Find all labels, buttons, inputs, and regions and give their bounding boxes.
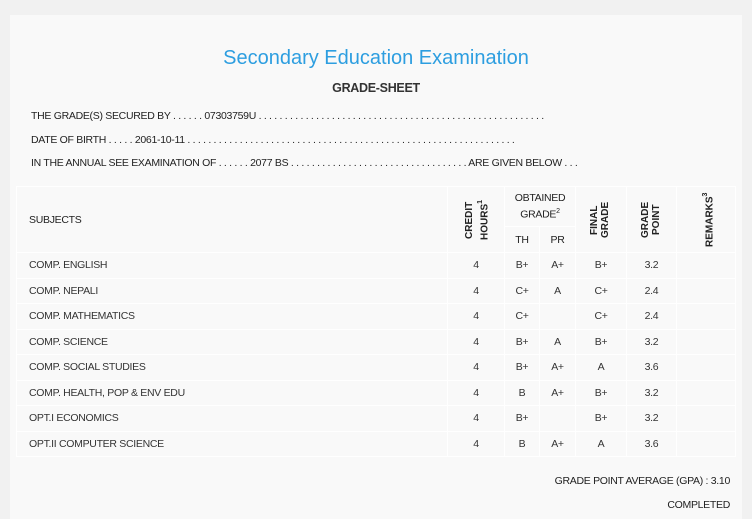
- table-row: OPT.II COMPUTER SCIENCE 4 B A+ A 3.6: [16, 430, 736, 457]
- cell-final: A: [575, 430, 627, 457]
- header-subjects: SUBJECTS: [16, 186, 448, 253]
- header-remarks: REMARKS3: [676, 186, 736, 253]
- result-status: COMPLETED: [667, 499, 730, 511]
- table-row: OPT.I ECONOMICS 4 B+ B+ 3.2: [16, 405, 736, 432]
- cell-pr: A+: [539, 379, 576, 406]
- cell-credit: 4: [447, 379, 505, 406]
- cell-pr: A+: [539, 430, 576, 457]
- cell-remarks: [676, 277, 736, 304]
- cell-credit: 4: [447, 277, 505, 304]
- cell-th: B: [504, 430, 540, 457]
- cell-pr: A: [539, 277, 576, 304]
- cell-final: B+: [575, 379, 627, 406]
- cell-final: A: [575, 354, 627, 381]
- table-row: COMP. SOCIAL STUDIES 4 B+ A+ A 3.6: [16, 354, 736, 381]
- cell-remarks: [676, 379, 736, 406]
- cell-credit: 4: [447, 303, 505, 330]
- header-credit-hours: CREDIT HOURS1: [447, 186, 505, 253]
- cell-point: 3.2: [626, 379, 677, 406]
- cell-final: B+: [575, 328, 627, 355]
- cell-point: 3.2: [626, 405, 677, 432]
- table-row: COMP. NEPALI 4 C+ A C+ 2.4: [16, 277, 736, 304]
- grade-table: SUBJECTS CREDIT HOURS1 OBTAINED GRADE2 F…: [16, 186, 736, 457]
- cell-final: C+: [575, 303, 627, 330]
- cell-remarks: [676, 405, 736, 432]
- table-row: COMP. HEALTH, POP & ENV EDU 4 B A+ B+ 3.2: [16, 379, 736, 406]
- cell-final: B+: [575, 405, 627, 432]
- date-of-birth-line: DATE OF BIRTH . . . . . 2061-10-11 . . .…: [31, 134, 515, 146]
- cell-point: 3.2: [626, 328, 677, 355]
- table-row: COMP. MATHEMATICS 4 C+ C+ 2.4: [16, 303, 736, 330]
- cell-subject: COMP. NEPALI: [16, 277, 448, 304]
- cell-subject: OPT.II COMPUTER SCIENCE: [16, 430, 448, 457]
- cell-credit: 4: [447, 328, 505, 355]
- cell-th: B+: [504, 354, 540, 381]
- cell-remarks: [676, 252, 736, 279]
- cell-th: C+: [504, 277, 540, 304]
- page-title: Secondary Education Examination: [223, 47, 529, 69]
- cell-subject: COMP. MATHEMATICS: [16, 303, 448, 330]
- cell-pr: A: [539, 328, 576, 355]
- cell-subject: COMP. ENGLISH: [16, 252, 448, 279]
- cell-subject: OPT.I ECONOMICS: [16, 405, 448, 432]
- cell-remarks: [676, 430, 736, 457]
- secured-by-line: THE GRADE(S) SECURED BY . . . . . . 0730…: [31, 110, 544, 122]
- cell-credit: 4: [447, 430, 505, 457]
- cell-th: C+: [504, 303, 540, 330]
- cell-th: B+: [504, 405, 540, 432]
- header-final-grade: FINAL GRADE: [575, 186, 627, 253]
- cell-pr: [539, 405, 576, 432]
- cell-point: 3.2: [626, 252, 677, 279]
- cell-remarks: [676, 354, 736, 381]
- header-pr: PR: [539, 226, 576, 253]
- cell-remarks: [676, 303, 736, 330]
- cell-subject: COMP. SCIENCE: [16, 328, 448, 355]
- cell-th: B: [504, 379, 540, 406]
- header-grade-point: GRADE POINT: [626, 186, 677, 253]
- cell-final: C+: [575, 277, 627, 304]
- cell-th: B+: [504, 252, 540, 279]
- cell-point: 2.4: [626, 277, 677, 304]
- cell-credit: 4: [447, 354, 505, 381]
- header-obtained-grade: OBTAINED GRADE2: [504, 186, 576, 227]
- header-th: TH: [504, 226, 540, 253]
- gpa-text: GRADE POINT AVERAGE (GPA) : 3.10: [554, 475, 731, 487]
- cell-point: 3.6: [626, 354, 677, 381]
- examination-line: IN THE ANNUAL SEE EXAMINATION OF . . . .…: [31, 157, 578, 169]
- table-row: COMP. ENGLISH 4 B+ A+ B+ 3.2: [16, 252, 736, 279]
- cell-point: 2.4: [626, 303, 677, 330]
- cell-remarks: [676, 328, 736, 355]
- cell-pr: A+: [539, 252, 576, 279]
- cell-credit: 4: [447, 252, 505, 279]
- cell-th: B+: [504, 328, 540, 355]
- cell-pr: [539, 303, 576, 330]
- cell-point: 3.6: [626, 430, 677, 457]
- table-row: COMP. SCIENCE 4 B+ A B+ 3.2: [16, 328, 736, 355]
- cell-subject: COMP. HEALTH, POP & ENV EDU: [16, 379, 448, 406]
- cell-subject: COMP. SOCIAL STUDIES: [16, 354, 448, 381]
- page-subtitle: GRADE-SHEET: [332, 81, 420, 95]
- cell-final: B+: [575, 252, 627, 279]
- cell-credit: 4: [447, 405, 505, 432]
- cell-pr: A+: [539, 354, 576, 381]
